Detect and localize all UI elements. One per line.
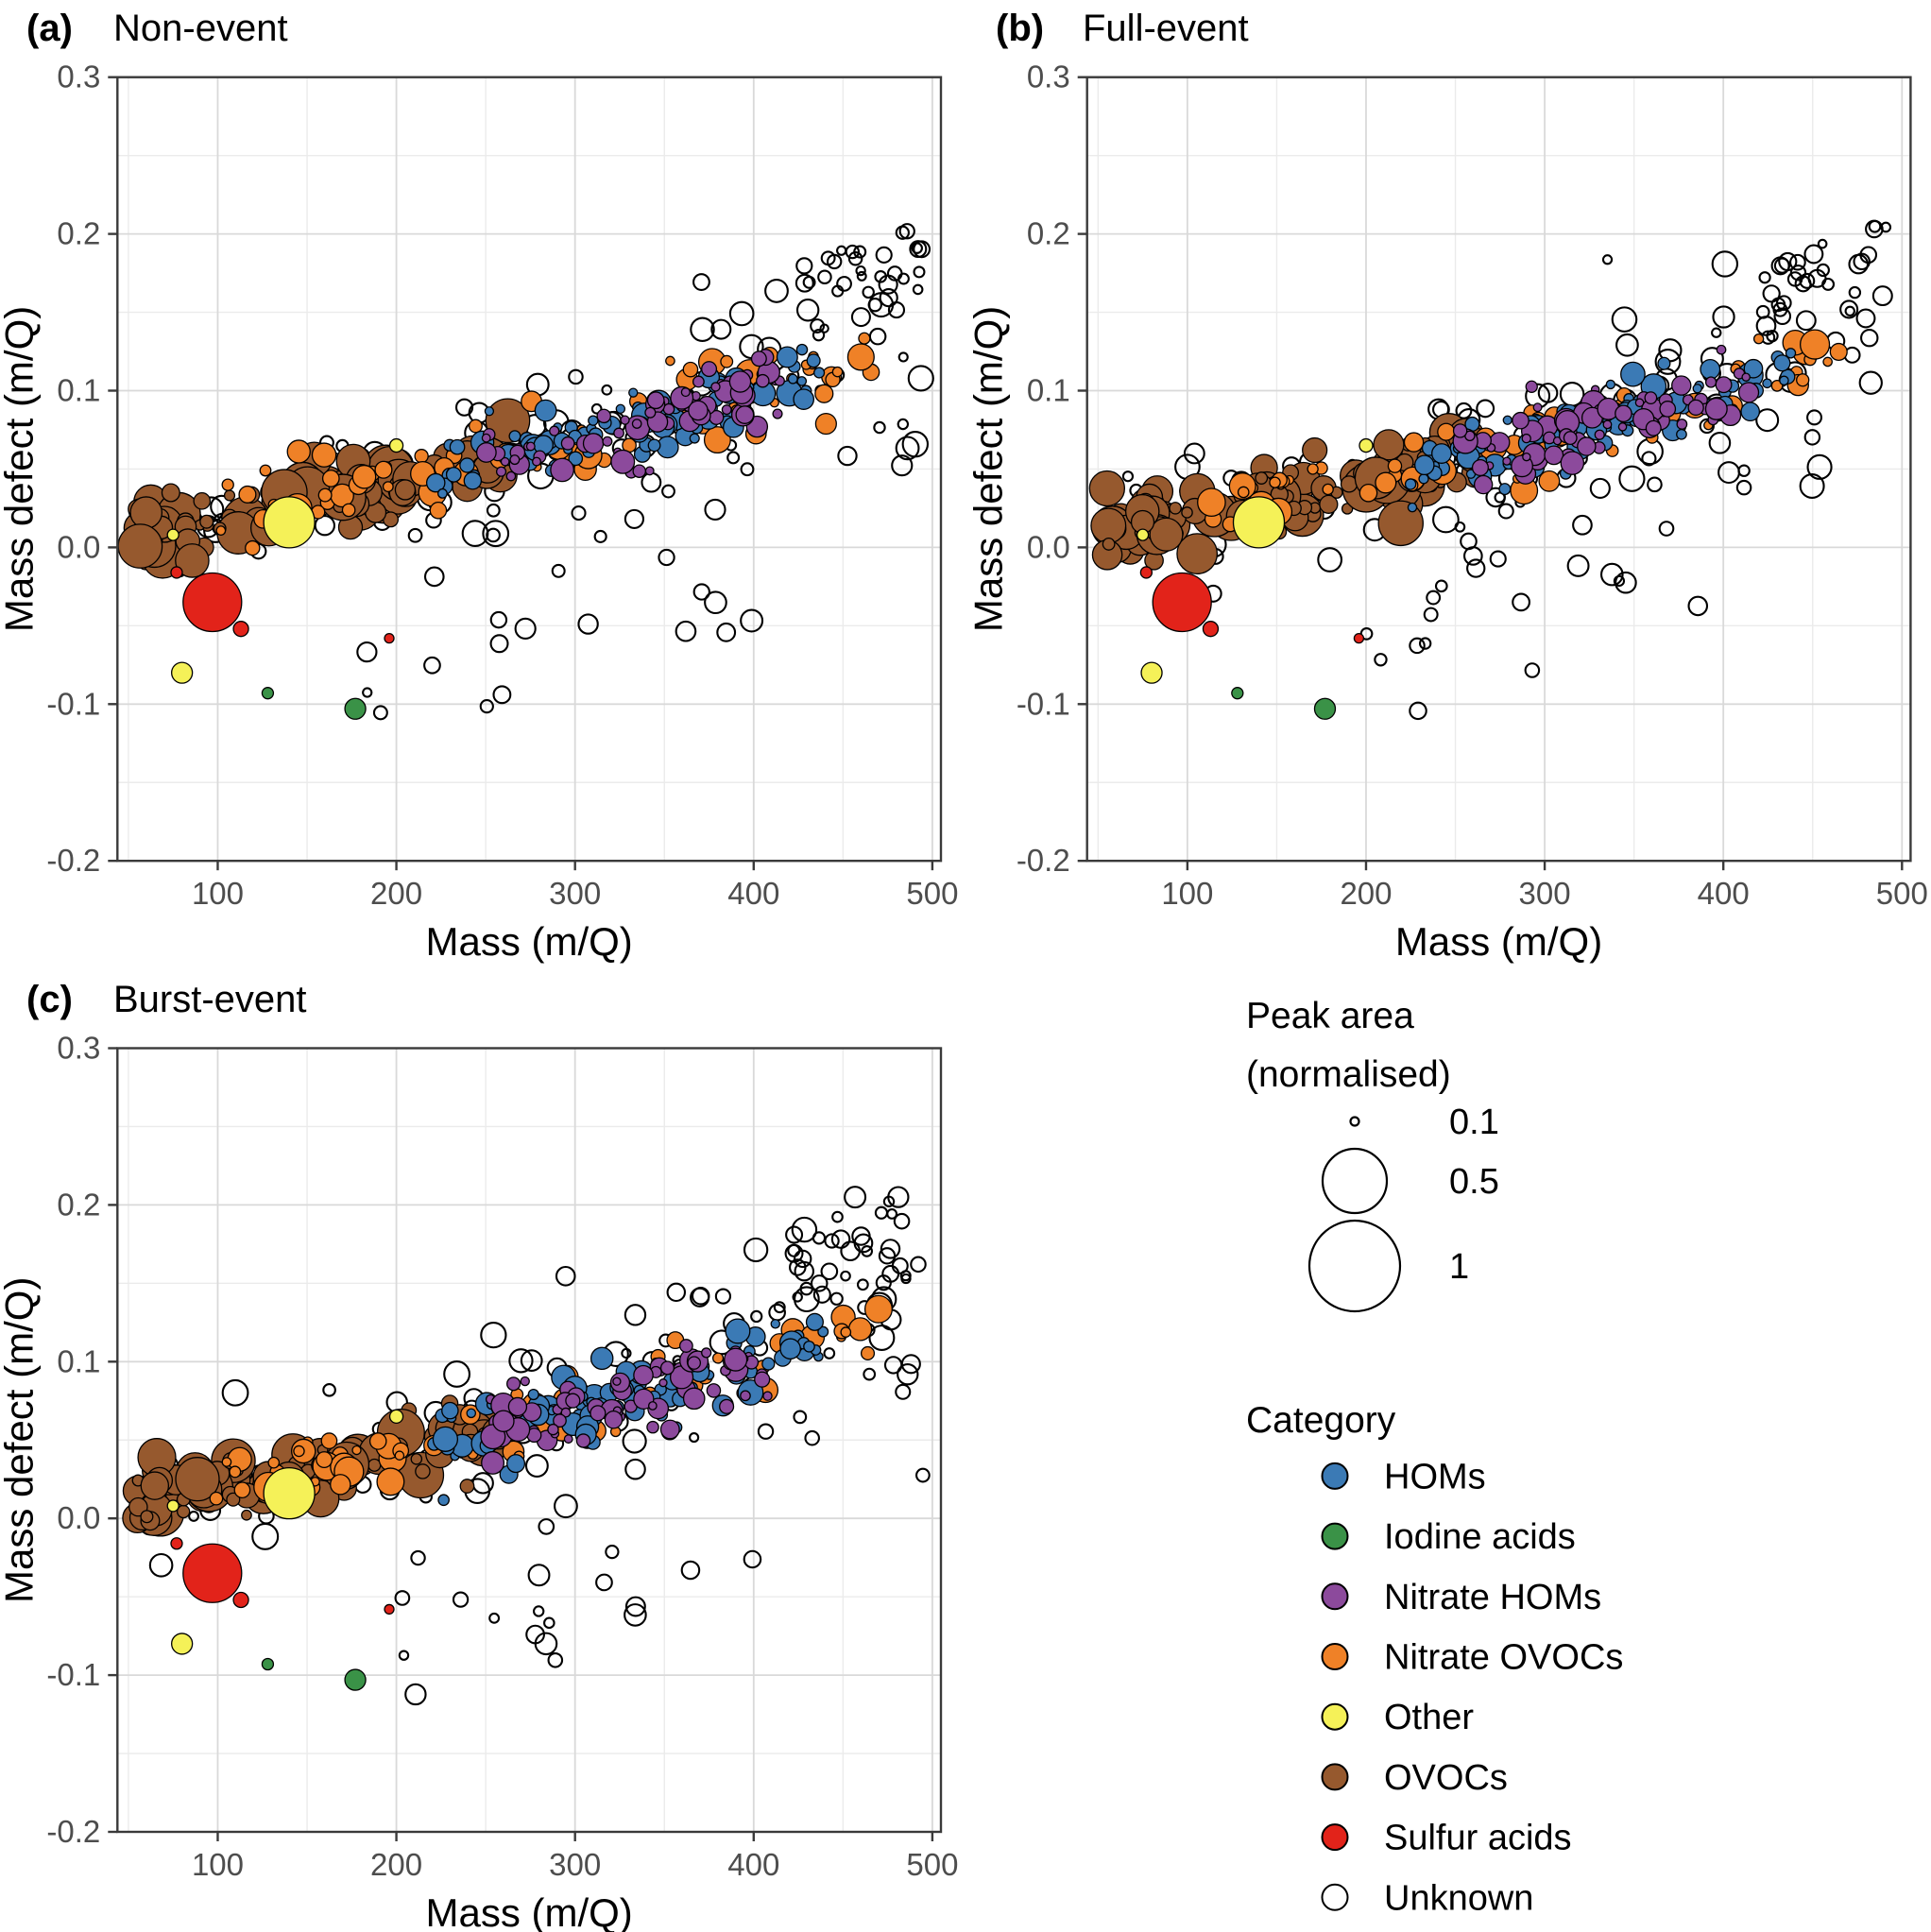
svg-text:Unknown: Unknown — [1384, 1878, 1533, 1918]
svg-text:(normalised): (normalised) — [1246, 1054, 1451, 1095]
svg-text:HOMs: HOMs — [1384, 1457, 1486, 1496]
svg-text:Iodine acids: Iodine acids — [1384, 1517, 1576, 1557]
svg-text:0.1: 0.1 — [1449, 1103, 1499, 1142]
svg-text:Nitrate HOMs: Nitrate HOMs — [1384, 1578, 1601, 1617]
svg-text:Other: Other — [1384, 1698, 1474, 1737]
svg-text:Sulfur acids: Sulfur acids — [1384, 1819, 1572, 1858]
svg-text:Category: Category — [1246, 1400, 1396, 1441]
svg-text:OVOCs: OVOCs — [1384, 1758, 1508, 1798]
svg-text:0.5: 0.5 — [1449, 1162, 1499, 1202]
svg-text:Peak area: Peak area — [1246, 996, 1414, 1036]
svg-text:1: 1 — [1449, 1247, 1469, 1287]
svg-text:Nitrate OVOCs: Nitrate OVOCs — [1384, 1638, 1623, 1678]
